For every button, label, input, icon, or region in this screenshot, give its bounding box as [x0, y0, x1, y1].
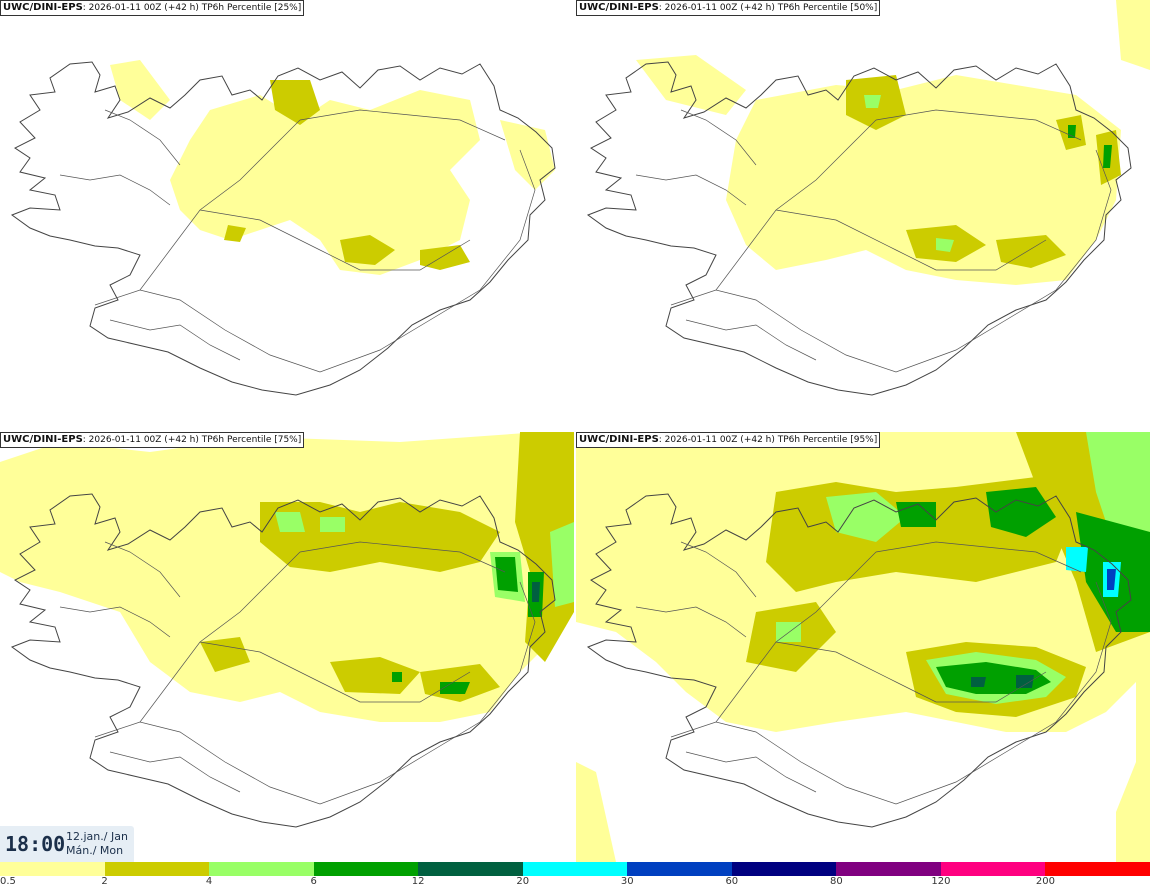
precip-colorbar [0, 862, 1150, 876]
precip-map-p50 [587, 0, 1150, 396]
valid-time: 18:00 [5, 832, 66, 856]
colorbar-tick-label: 20 [516, 876, 530, 887]
map-panel-p50: UWC/DINI-EPS: 2026-01-11 00Z (+42 h) TP6… [576, 0, 1150, 430]
colorbar-segment [836, 862, 941, 876]
colorbar-tick-label: 6 [310, 876, 317, 887]
model-name: UWC/DINI-EPS [579, 434, 659, 445]
precip-layer [110, 60, 555, 275]
colorbar-tick-label: 2 [101, 876, 108, 887]
panel-title: UWC/DINI-EPS: 2026-01-11 00Z (+42 h) TP6… [576, 432, 881, 448]
run-info: : 2026-01-11 00Z (+42 h) TP6h Percentile… [82, 3, 302, 13]
colorbar-tick-label: 30 [620, 876, 634, 887]
colorbar-segment [313, 862, 419, 876]
map-panel-p95: UWC/DINI-EPS: 2026-01-11 00Z (+42 h) TP6… [576, 432, 1150, 862]
colorbar-tick-label: 200 [1035, 876, 1055, 887]
run-info: : 2026-01-11 00Z (+42 h) TP6h Percentile… [658, 3, 878, 13]
colorbar-segment [104, 862, 210, 876]
valid-date: 12.jan./ Jan Mán./ Mon [66, 830, 128, 858]
colorbar-segment [731, 862, 837, 876]
model-name: UWC/DINI-EPS [579, 2, 659, 13]
colorbar-segment [522, 862, 628, 876]
precip-map-p75 [0, 432, 574, 828]
colorbar-segment [0, 862, 105, 876]
date-line-1: 12.jan./ Jan [66, 830, 128, 843]
colorbar-segment [418, 862, 523, 876]
date-line-2: Mán./ Mon [66, 844, 124, 857]
colorbar-tick-label: 60 [725, 876, 739, 887]
colorbar-tick-label: 80 [829, 876, 843, 887]
precip-layer [0, 432, 574, 722]
run-info: : 2026-01-11 00Z (+42 h) TP6h Percentile… [82, 435, 302, 445]
colorbar-segment [1045, 862, 1150, 876]
panel-title: UWC/DINI-EPS: 2026-01-11 00Z (+42 h) TP6… [576, 0, 881, 16]
panel-title: UWC/DINI-EPS: 2026-01-11 00Z (+42 h) TP6… [0, 432, 305, 448]
precip-map-p95 [576, 432, 1150, 862]
precip-layer [636, 0, 1150, 285]
precip-layer [576, 432, 1150, 862]
colorbar-tick-label: 120 [931, 876, 951, 887]
colorbar-tick-label: 0.5 [0, 876, 16, 887]
map-panel-p25: UWC/DINI-EPS: 2026-01-11 00Z (+42 h) TP6… [0, 0, 574, 430]
valid-time-box: 18:00 12.jan./ Jan Mán./ Mon [0, 826, 134, 862]
model-name: UWC/DINI-EPS [3, 2, 83, 13]
panel-title: UWC/DINI-EPS: 2026-01-11 00Z (+42 h) TP6… [0, 0, 305, 16]
run-info: : 2026-01-11 00Z (+42 h) TP6h Percentile… [658, 435, 878, 445]
precip-map-p25 [11, 60, 556, 396]
model-name: UWC/DINI-EPS [3, 434, 83, 445]
colorbar-ticks: 0.5 2 4 6 12 20 30 60 80 120 200 [0, 876, 1150, 891]
map-panel-p75: UWC/DINI-EPS: 2026-01-11 00Z (+42 h) TP6… [0, 432, 574, 862]
colorbar-tick-label: 12 [411, 876, 425, 887]
colorbar-segment [209, 862, 314, 876]
colorbar-segment [627, 862, 732, 876]
colorbar-segment [940, 862, 1046, 876]
colorbar-tick-label: 4 [205, 876, 213, 887]
